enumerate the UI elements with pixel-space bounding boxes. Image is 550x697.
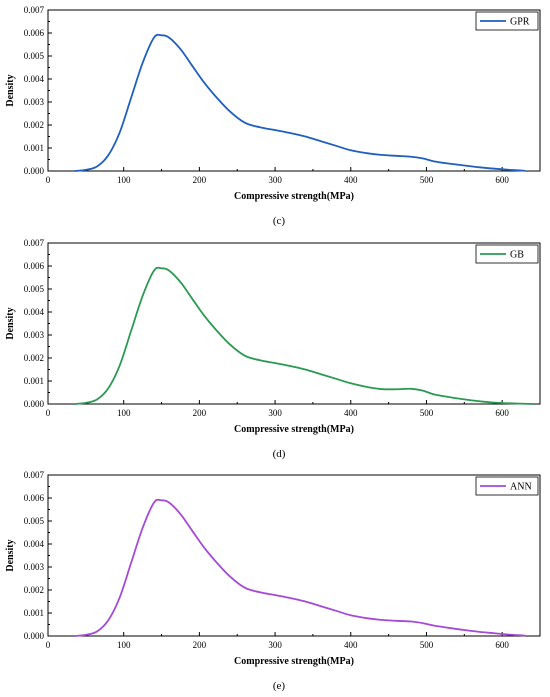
plot-frame xyxy=(47,9,541,172)
y-tick-label: 0.001 xyxy=(24,608,44,618)
y-tick-label: 0.002 xyxy=(24,353,44,363)
x-tick-label: 300 xyxy=(268,175,282,185)
x-tick-label: 300 xyxy=(268,640,282,650)
y-tick-label: 0.007 xyxy=(24,5,45,15)
x-tick-label: 200 xyxy=(193,640,207,650)
y-tick-label: 0.000 xyxy=(24,631,45,641)
plot-frame xyxy=(47,474,541,637)
x-tick-label: 500 xyxy=(420,175,434,185)
x-tick-label: 600 xyxy=(495,640,509,650)
y-tick-label: 0.000 xyxy=(24,399,45,409)
x-tick-label: 100 xyxy=(117,640,131,650)
x-tick-label: 200 xyxy=(193,408,207,418)
y-tick-label: 0.000 xyxy=(24,166,45,176)
y-tick-label: 0.003 xyxy=(24,330,45,340)
legend-label: GB xyxy=(510,250,524,261)
x-tick-label: 600 xyxy=(495,175,509,185)
x-tick-label: 600 xyxy=(495,408,509,418)
x-tick-label: 0 xyxy=(46,408,51,418)
y-tick-label: 0.003 xyxy=(24,562,45,572)
legend-box xyxy=(475,244,539,264)
y-tick-label: 0.005 xyxy=(24,284,45,294)
x-tick-label: 300 xyxy=(268,408,282,418)
x-tick-label: 0 xyxy=(46,640,51,650)
y-axis-label: Density xyxy=(5,74,16,106)
series-line-gpr xyxy=(74,33,525,172)
x-tick-label: 400 xyxy=(344,408,358,418)
legend-box xyxy=(475,476,539,496)
x-tick-label: 100 xyxy=(117,408,131,418)
x-tick-label: 400 xyxy=(344,175,358,185)
chart-panel-2: 0 100 200 300 400 500 600 0.000 0.001 0.002 0.003 0… xyxy=(5,470,541,692)
y-tick-label: 0.005 xyxy=(24,516,45,526)
x-tick-label: 0 xyxy=(46,175,51,185)
x-axis-label: Compressive strength(MPa) xyxy=(234,191,354,202)
chart-panel-0: 0 100 200 300 400 500 600 0.000 0.001 0.002 0.003 0… xyxy=(5,5,541,227)
x-tick-label: 200 xyxy=(193,175,207,185)
plot-frame xyxy=(47,242,541,405)
y-tick-label: 0.007 xyxy=(24,238,45,248)
x-tick-label: 400 xyxy=(344,640,358,650)
y-tick-label: 0.004 xyxy=(24,539,45,549)
panel-caption: (c) xyxy=(273,215,286,227)
x-axis-label: Compressive strength(MPa) xyxy=(234,424,354,435)
legend-label: GPR xyxy=(510,17,530,28)
x-axis-label: Compressive strength(MPa) xyxy=(234,656,354,667)
x-tick-label: 500 xyxy=(420,640,434,650)
series-line-ann xyxy=(74,498,525,637)
y-tick-label: 0.002 xyxy=(24,120,44,130)
y-tick-label: 0.006 xyxy=(24,261,45,271)
x-tick-label: 100 xyxy=(117,175,131,185)
y-tick-label: 0.006 xyxy=(24,493,45,503)
panel-caption: (e) xyxy=(273,680,286,692)
legend-label: ANN xyxy=(510,482,532,493)
y-tick-label: 0.004 xyxy=(24,307,45,317)
y-tick-label: 0.001 xyxy=(24,376,44,386)
y-axis-label: Density xyxy=(5,307,16,339)
y-tick-label: 0.006 xyxy=(24,28,45,38)
y-tick-label: 0.005 xyxy=(24,51,45,61)
series-line-gb xyxy=(74,266,533,405)
y-tick-label: 0.003 xyxy=(24,97,45,107)
x-tick-label: 500 xyxy=(420,408,434,418)
chart-panel-1: 0 100 200 300 400 500 600 0.000 0.001 0.002 0.003 0… xyxy=(5,238,541,460)
y-tick-label: 0.002 xyxy=(24,585,44,595)
y-axis-label: Density xyxy=(5,539,16,571)
y-tick-label: 0.007 xyxy=(24,470,45,480)
legend-box xyxy=(475,11,539,31)
panel-caption: (d) xyxy=(273,448,286,460)
y-tick-label: 0.004 xyxy=(24,74,45,84)
y-tick-label: 0.001 xyxy=(24,143,44,153)
